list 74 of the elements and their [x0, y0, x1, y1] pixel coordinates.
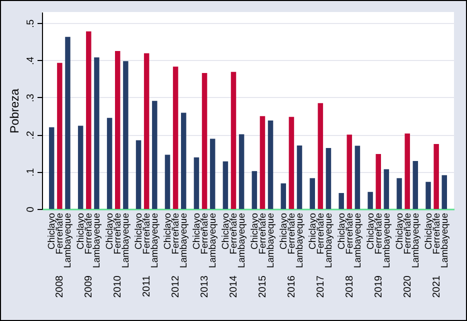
bar: [412, 161, 418, 209]
text: Lambayeque: [150, 213, 161, 268]
y-tick-label: .1: [26, 168, 36, 176]
bar: [376, 154, 381, 209]
text: Lambayeque: [120, 213, 132, 268]
bar: [194, 157, 200, 209]
bar: [338, 193, 344, 209]
bar: [318, 103, 324, 209]
bar: [280, 183, 286, 209]
x-tick-label: 2015: [257, 275, 268, 298]
bar: [210, 138, 216, 209]
y-axis-title: Pobreza: [8, 88, 22, 134]
bar: [65, 36, 70, 209]
text: Lambayeque: [236, 213, 248, 268]
bar: [442, 175, 447, 209]
bar: [181, 112, 186, 209]
bar: [346, 134, 352, 209]
bar: [152, 100, 158, 209]
x-tick-label: 2016: [286, 275, 298, 298]
text: Lambayeque: [208, 213, 219, 268]
bar: [384, 169, 390, 209]
bar: [123, 61, 128, 209]
bar: [396, 178, 402, 209]
x-tick-label: 2010: [112, 275, 124, 298]
bar: [288, 116, 294, 209]
bar: [238, 134, 244, 209]
bar: [144, 53, 150, 209]
bar: [326, 148, 332, 209]
text: Lambayeque: [62, 213, 74, 268]
bar: [426, 182, 431, 209]
x-tick-label: 2018: [344, 275, 356, 298]
y-tick-label: .2: [26, 130, 36, 140]
y-tick-label: .4: [26, 56, 36, 65]
text: Lambayeque: [266, 213, 277, 268]
x-tick-label: 2020: [402, 275, 414, 298]
bar: [57, 62, 62, 209]
text: Lambayeque: [92, 213, 103, 268]
x-tick-label: 2008: [54, 275, 66, 298]
bar: [115, 51, 120, 209]
bar: [164, 154, 170, 209]
bar: [106, 118, 112, 209]
x-tick-label: 2021: [431, 275, 442, 298]
text: Lambayeque: [294, 213, 306, 268]
y-tick-label: .5: [26, 19, 36, 28]
bar: [268, 120, 274, 209]
x-tick-label: 2014: [228, 275, 240, 298]
x-tick-label: 2013: [200, 275, 211, 298]
bar: [434, 144, 439, 209]
bar: [172, 66, 178, 209]
x-tick-label: 2017: [315, 275, 326, 298]
text: Lambayeque: [178, 213, 190, 268]
bar: [310, 178, 315, 209]
y-tick-label: .3: [26, 93, 36, 102]
text: Chiclayo: [191, 213, 202, 250]
bar: [136, 140, 142, 209]
text: Chiclayo: [220, 213, 232, 250]
bar: [368, 192, 373, 209]
bar: [230, 72, 236, 209]
x-tick-label: 2011: [142, 275, 153, 298]
bar: [354, 146, 360, 209]
bar: [404, 134, 410, 209]
bar: [296, 145, 302, 209]
bar: [94, 57, 100, 209]
bar: [202, 72, 208, 209]
x-tick-label: 2012: [170, 275, 182, 298]
bar: [49, 127, 54, 209]
bar: [260, 116, 266, 209]
x-tick-label: 2019: [373, 275, 384, 298]
bar: [252, 171, 258, 209]
x-tick-label: 2009: [84, 275, 95, 298]
y-tick-label: 0: [26, 206, 36, 212]
bar: [222, 161, 228, 209]
bar: [78, 126, 84, 209]
bar: [86, 31, 92, 209]
